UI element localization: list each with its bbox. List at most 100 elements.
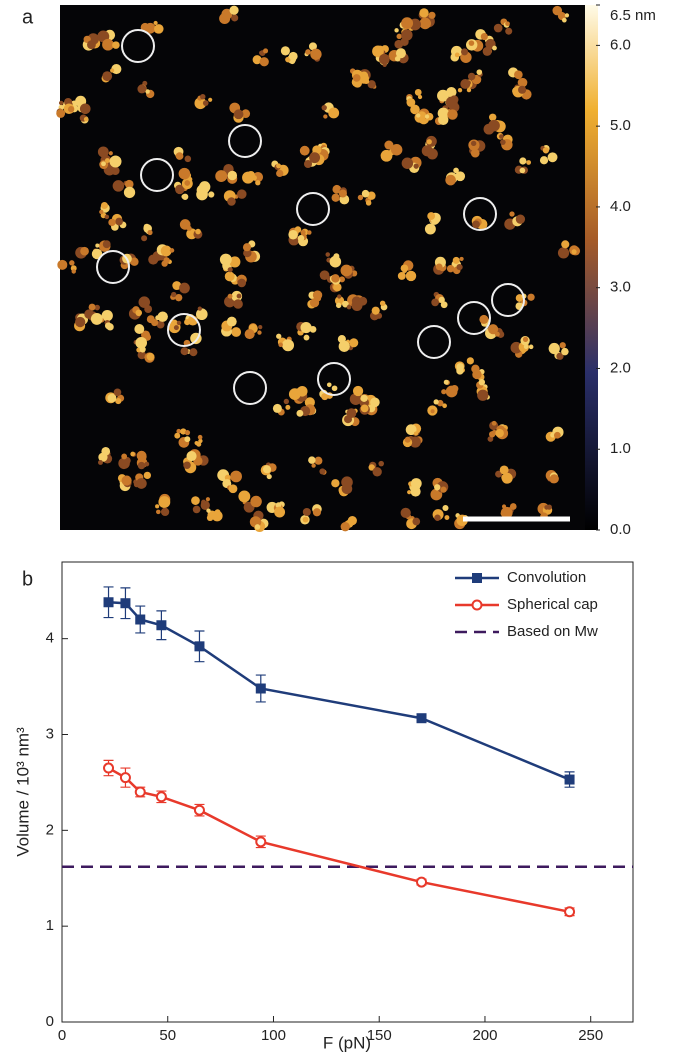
particle <box>134 324 145 334</box>
legend-label: Convolution <box>507 569 586 586</box>
x-tick-label: 200 <box>472 1027 497 1044</box>
particle <box>400 507 411 519</box>
particle <box>461 48 469 56</box>
particle <box>189 348 198 357</box>
particle <box>194 97 207 110</box>
particle <box>419 17 431 30</box>
particle <box>176 428 182 434</box>
particle <box>206 508 211 513</box>
particle <box>238 490 251 503</box>
particle <box>197 306 202 311</box>
particle <box>308 42 317 51</box>
marker <box>194 641 205 652</box>
highlight-circle <box>121 29 155 63</box>
particle <box>413 163 419 169</box>
particle <box>242 171 255 184</box>
particle <box>414 88 422 96</box>
particle <box>208 191 215 198</box>
particle <box>94 304 100 311</box>
particle <box>205 497 211 502</box>
particle <box>276 169 284 178</box>
particle <box>367 191 376 200</box>
particle <box>184 155 192 163</box>
particle <box>156 509 161 515</box>
y-tick-label: 3 <box>46 725 54 742</box>
particle <box>232 327 239 334</box>
particle <box>470 148 480 158</box>
particle <box>505 27 513 35</box>
particle <box>441 389 447 395</box>
particle <box>157 311 168 322</box>
particle <box>219 253 232 266</box>
particle <box>70 265 77 272</box>
particle <box>519 157 527 165</box>
particle <box>454 52 460 58</box>
particle <box>467 72 476 81</box>
particle <box>542 147 550 154</box>
particle <box>456 367 464 375</box>
particle <box>509 211 515 217</box>
particle <box>492 45 497 51</box>
particle <box>229 5 239 15</box>
particle <box>174 293 183 302</box>
colorbar-tick-label: 4.0 <box>610 198 631 215</box>
particle <box>515 214 526 224</box>
particle <box>384 140 394 150</box>
particle <box>141 235 148 242</box>
particle <box>83 116 89 122</box>
highlight-circle <box>233 371 267 405</box>
particle <box>431 298 439 307</box>
particle <box>314 456 323 465</box>
particle <box>472 220 480 229</box>
legend-marker <box>471 599 483 611</box>
particle <box>412 517 421 526</box>
particle <box>319 468 326 475</box>
particle <box>306 230 312 235</box>
particle <box>491 420 497 426</box>
particle <box>482 46 492 56</box>
marker <box>255 836 267 848</box>
particle <box>390 144 403 156</box>
particle <box>191 496 200 505</box>
particle <box>297 234 305 242</box>
y-tick-label: 0 <box>46 1013 54 1030</box>
particle <box>494 331 500 337</box>
particle <box>221 8 233 20</box>
particle <box>500 139 506 145</box>
particle <box>522 336 529 342</box>
particle <box>135 336 148 349</box>
particle <box>200 93 206 100</box>
particle <box>137 461 146 470</box>
particle <box>323 114 328 119</box>
plot-frame <box>61 561 634 1023</box>
particle <box>300 321 312 334</box>
particle <box>176 320 182 326</box>
marker <box>135 614 146 625</box>
particle <box>88 303 96 311</box>
particle <box>146 352 155 361</box>
particle <box>338 340 350 352</box>
particle <box>407 490 412 495</box>
particle <box>501 504 507 509</box>
marker <box>564 774 575 785</box>
colorbar-tick-label: 1.0 <box>610 440 631 457</box>
particle <box>440 486 447 493</box>
particle <box>426 139 432 145</box>
particle <box>75 316 86 328</box>
particle <box>331 479 340 488</box>
particle <box>184 436 191 443</box>
particle <box>495 428 504 438</box>
particle <box>509 503 517 510</box>
particle <box>427 212 436 220</box>
particle <box>200 500 210 510</box>
particle <box>365 200 372 206</box>
particle <box>144 461 150 467</box>
particle <box>326 382 332 388</box>
particle <box>437 89 449 102</box>
particle <box>180 347 189 356</box>
particle <box>424 223 436 235</box>
particle <box>401 29 413 41</box>
particle <box>343 415 353 424</box>
particle <box>100 201 108 209</box>
